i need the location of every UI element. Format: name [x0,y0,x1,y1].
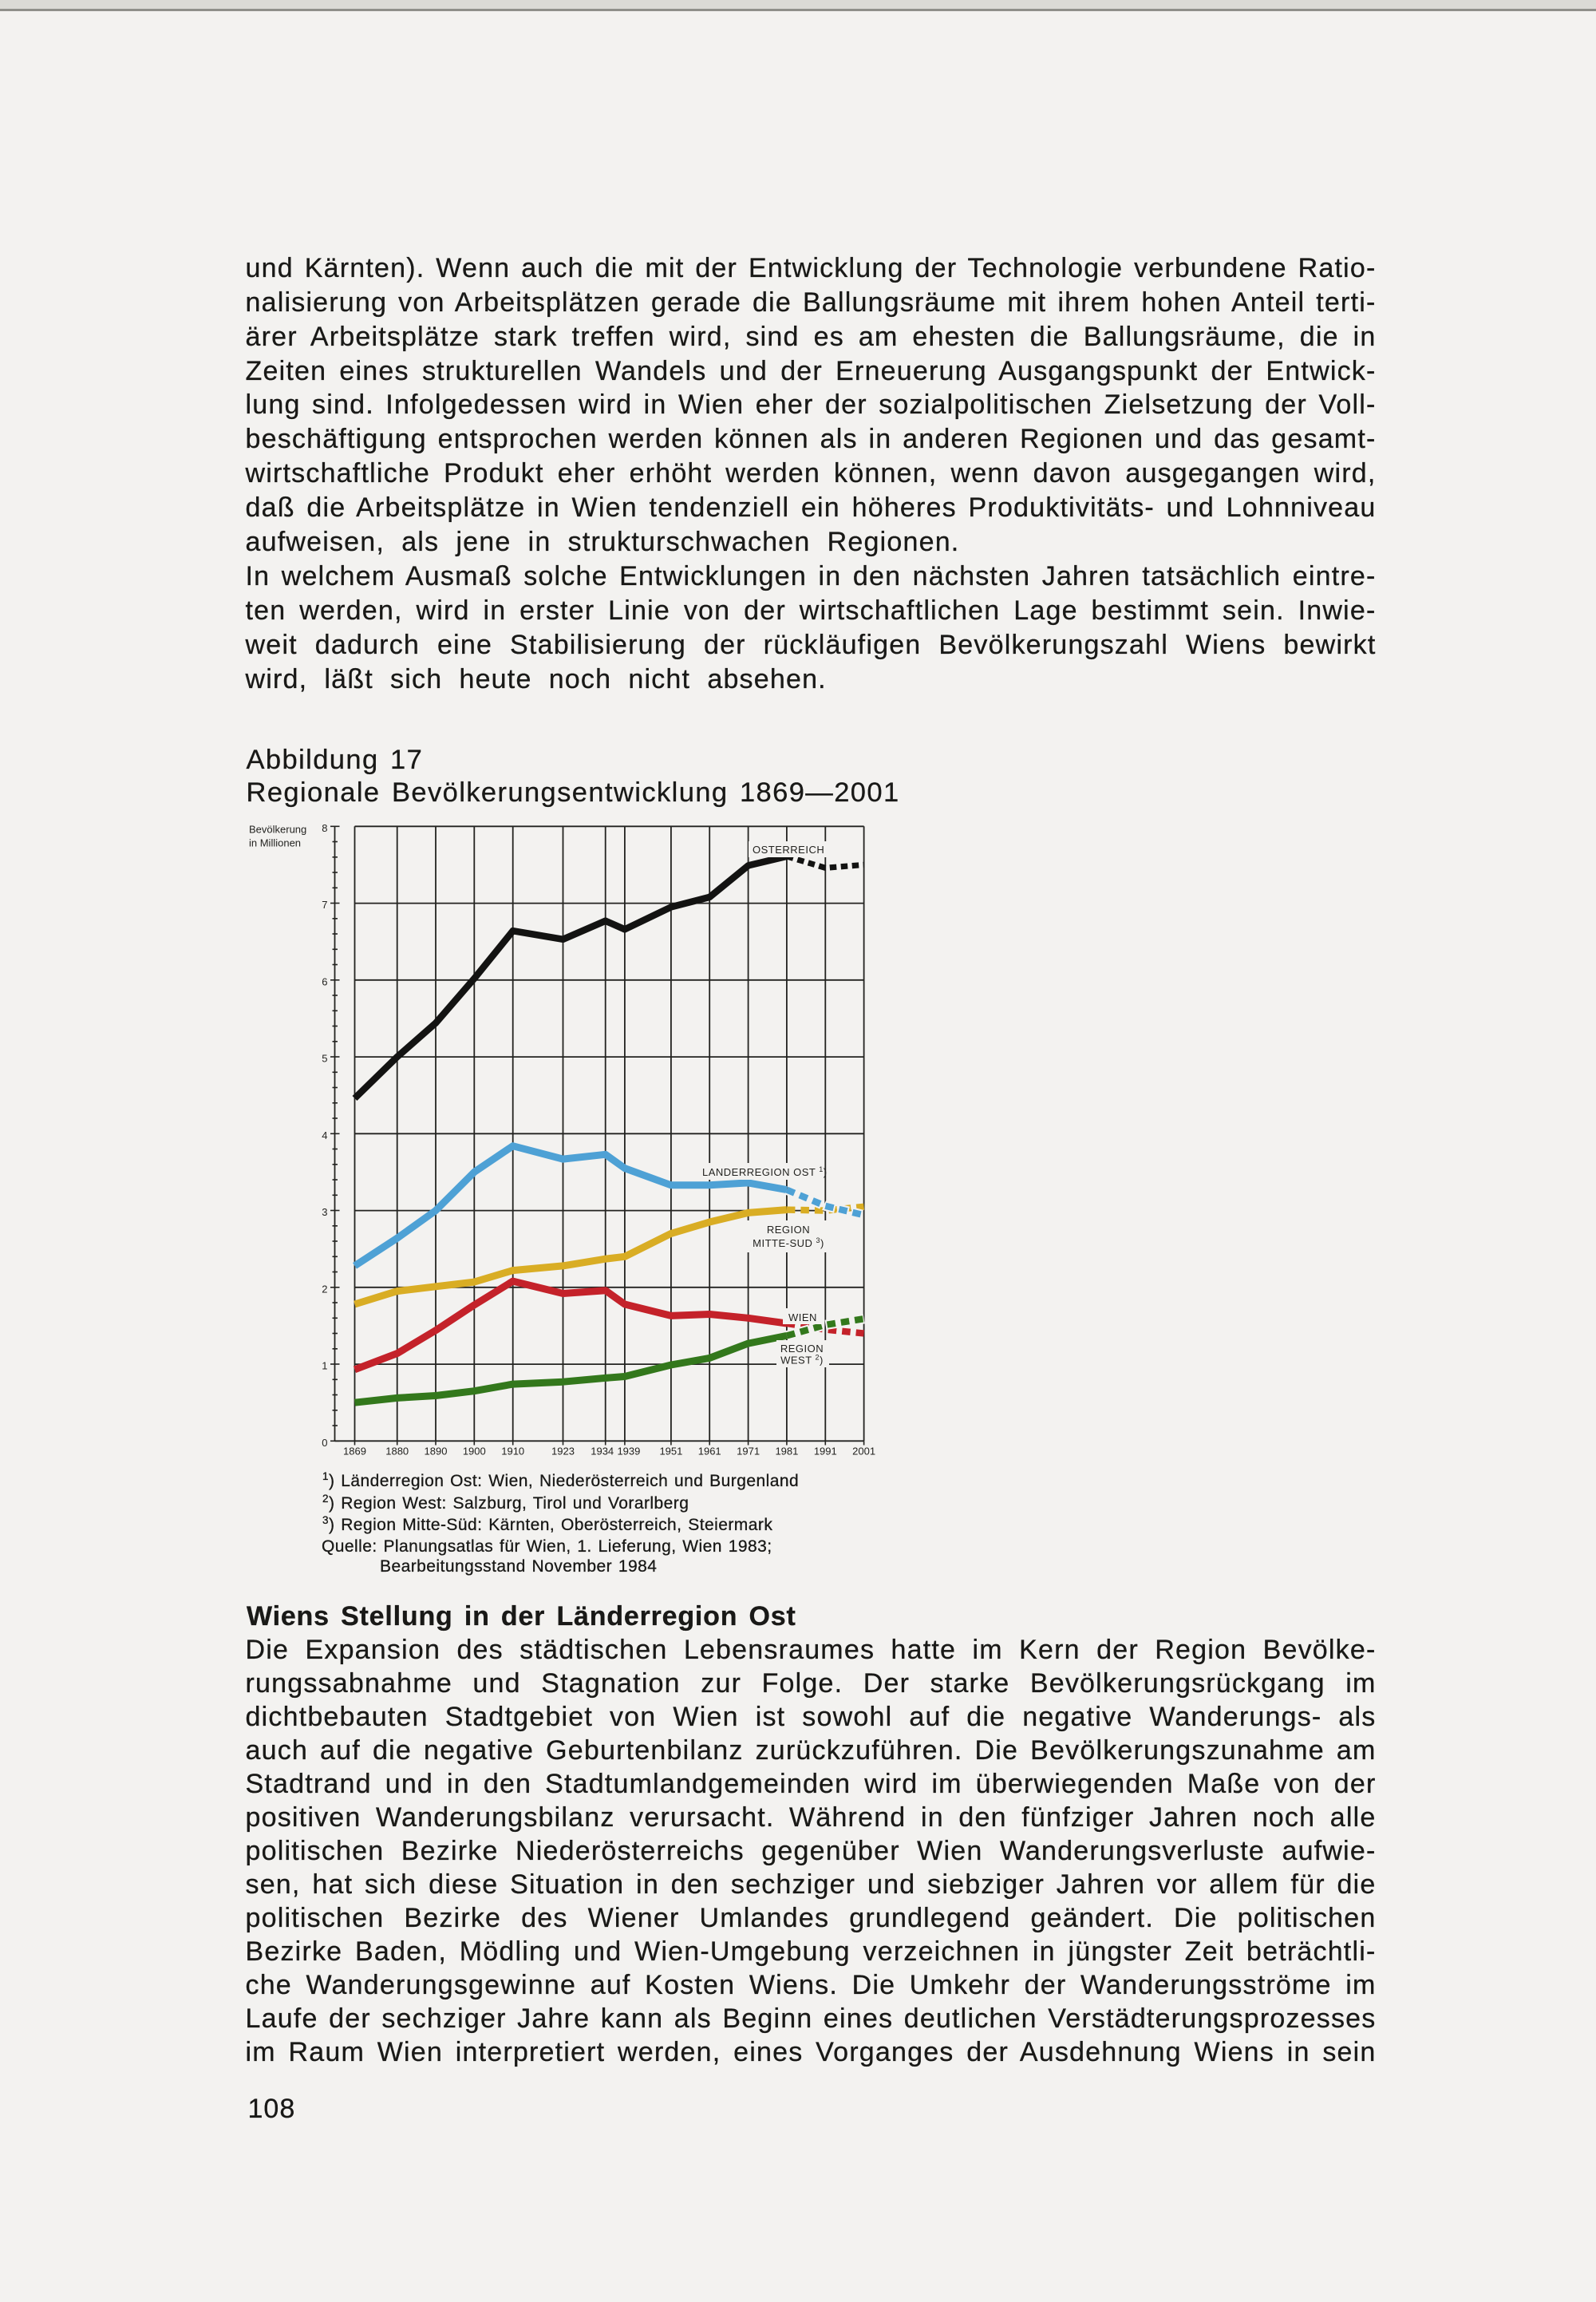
svg-text:2001: 2001 [852,1446,875,1458]
svg-text:1890: 1890 [425,1446,448,1458]
svg-text:OSTERREICH: OSTERREICH [753,844,824,856]
svg-text:8: 8 [322,822,327,834]
svg-text:2: 2 [322,1283,327,1295]
svg-text:1869: 1869 [343,1446,366,1458]
svg-text:WIEN: WIEN [788,1311,817,1323]
svg-text:1900: 1900 [463,1446,486,1458]
svg-text:1939: 1939 [617,1446,640,1458]
svg-text:1991: 1991 [814,1446,837,1458]
svg-text:1981: 1981 [775,1446,798,1458]
svg-text:1971: 1971 [737,1446,760,1458]
svg-text:WEST 2): WEST 2) [780,1354,824,1367]
svg-text:1961: 1961 [698,1446,721,1458]
svg-text:REGION: REGION [767,1224,810,1236]
svg-text:MITTE-SUD 3): MITTE-SUD 3) [753,1236,824,1249]
svg-text:1: 1 [322,1360,327,1372]
svg-text:1951: 1951 [659,1446,682,1458]
svg-text:7: 7 [322,899,327,911]
svg-text:LANDERREGION OST 1): LANDERREGION OST 1) [702,1165,828,1178]
svg-text:5: 5 [322,1053,327,1065]
svg-text:in Millionen: in Millionen [249,837,301,849]
svg-text:REGION: REGION [780,1343,824,1355]
svg-text:4: 4 [322,1129,327,1141]
svg-text:Bevölkerung: Bevölkerung [249,824,306,836]
svg-text:6: 6 [322,975,327,987]
svg-text:0: 0 [322,1437,327,1449]
svg-text:3: 3 [322,1206,327,1218]
svg-text:1934: 1934 [591,1446,614,1458]
svg-text:1923: 1923 [551,1446,575,1458]
svg-text:1910: 1910 [501,1446,524,1458]
svg-text:1880: 1880 [385,1446,409,1458]
